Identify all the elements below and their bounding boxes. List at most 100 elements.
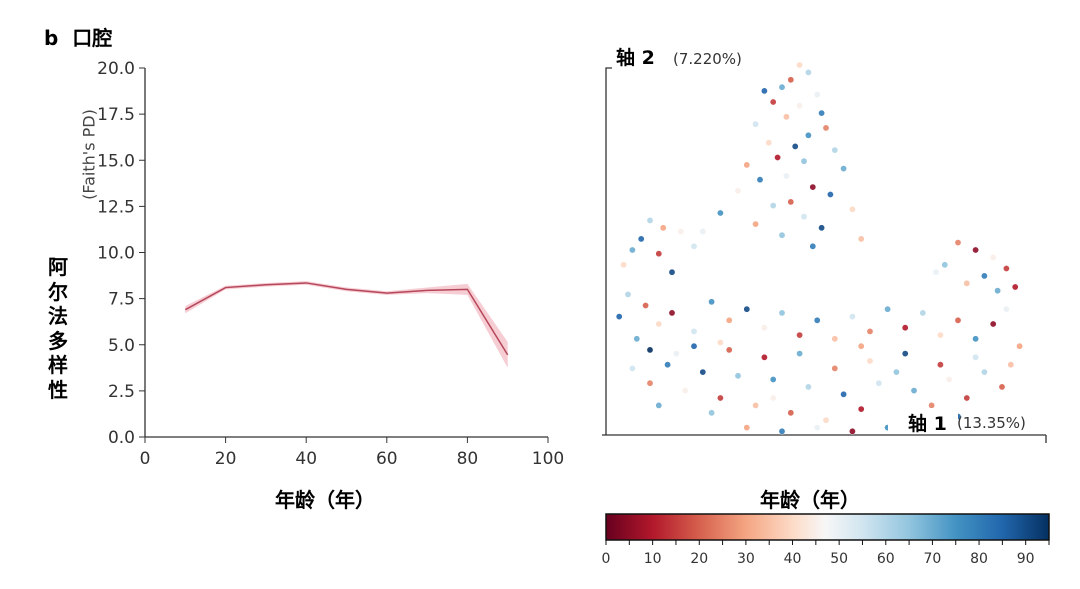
scatter-point bbox=[620, 261, 628, 269]
x-tick-label: 40 bbox=[295, 449, 317, 469]
scatter-point bbox=[989, 253, 997, 261]
colorbar-tick-label: 10 bbox=[644, 551, 662, 567]
scatter-point bbox=[936, 331, 944, 339]
colorbar bbox=[605, 513, 1050, 541]
scatter-point bbox=[787, 409, 795, 417]
colorbar-tick-label: 0 bbox=[602, 551, 611, 567]
scatter-point bbox=[884, 305, 892, 313]
scatter-point bbox=[857, 235, 865, 243]
scatter-point bbox=[901, 350, 909, 358]
scatter-point bbox=[818, 224, 826, 232]
scatter-point bbox=[866, 357, 874, 365]
scatter-point bbox=[857, 342, 865, 350]
scatter-point bbox=[972, 246, 980, 254]
scatter-point bbox=[804, 68, 812, 76]
scatter-point bbox=[1007, 361, 1015, 369]
confidence-band bbox=[185, 281, 508, 368]
scatter-point bbox=[716, 394, 724, 402]
scatter-point bbox=[848, 427, 856, 435]
line-x-label: 年龄（年） bbox=[275, 488, 375, 512]
scatter-point bbox=[936, 361, 944, 369]
scatter-point bbox=[980, 272, 988, 280]
scatter-point bbox=[831, 146, 839, 154]
scatter-point bbox=[901, 324, 909, 332]
scatter-point bbox=[743, 305, 751, 313]
scatter-point bbox=[677, 228, 685, 236]
scatter-point bbox=[928, 401, 936, 409]
scatter-point bbox=[980, 368, 988, 376]
scatter-point bbox=[840, 165, 848, 173]
scatter-point bbox=[708, 409, 716, 417]
scatter-point bbox=[796, 61, 804, 69]
scatter-point bbox=[672, 350, 680, 358]
scatter-point bbox=[782, 113, 790, 121]
scatter-point bbox=[725, 346, 733, 354]
scatter-point bbox=[646, 346, 654, 354]
scatter-point bbox=[752, 401, 760, 409]
scatter-point bbox=[800, 213, 808, 221]
scatter-point bbox=[994, 287, 1002, 295]
x-label-backdrop bbox=[888, 408, 958, 432]
scatter-point bbox=[954, 316, 962, 324]
scatter-point bbox=[778, 427, 786, 435]
scatter-point bbox=[963, 394, 971, 402]
scatter-point bbox=[804, 131, 812, 139]
scatter-point bbox=[668, 268, 676, 276]
scatter-point bbox=[708, 298, 716, 306]
scatter-point bbox=[866, 327, 874, 335]
scatter-point bbox=[659, 224, 667, 232]
scatter-point bbox=[831, 364, 839, 372]
scatter-point bbox=[765, 139, 773, 147]
x-tick-label: 80 bbox=[457, 449, 479, 469]
scatter-point bbox=[998, 383, 1006, 391]
scatter-point bbox=[809, 242, 817, 250]
scatter-point bbox=[963, 279, 971, 287]
y-tick-label: 15.0 bbox=[97, 151, 135, 171]
scatter-point bbox=[1016, 342, 1024, 350]
scatter-point bbox=[919, 309, 927, 317]
scatter-point bbox=[769, 98, 777, 106]
scatter-point bbox=[822, 124, 830, 132]
scatter-point bbox=[972, 335, 980, 343]
scatter-point bbox=[787, 198, 795, 206]
scatter-point bbox=[655, 320, 663, 328]
scatter-point bbox=[804, 383, 812, 391]
x-tick-label: 60 bbox=[376, 449, 398, 469]
scatter-point bbox=[840, 390, 848, 398]
scatter-point bbox=[1002, 305, 1010, 313]
panel-letter: b bbox=[44, 26, 59, 50]
scatter-point bbox=[989, 320, 997, 328]
scatter-point bbox=[809, 183, 817, 191]
scatter-point bbox=[699, 228, 707, 236]
scatter-x-label: 轴 1 bbox=[908, 412, 947, 435]
scatter-point bbox=[769, 202, 777, 210]
scatter-point bbox=[813, 424, 821, 432]
colorbar-tick-label: 50 bbox=[830, 551, 848, 567]
colorbar-tick-label: 20 bbox=[690, 551, 708, 567]
scatter-point bbox=[910, 387, 918, 395]
scatter-point bbox=[787, 76, 795, 84]
scatter-point bbox=[642, 301, 650, 309]
scatter-point bbox=[796, 350, 804, 358]
scatter-point bbox=[756, 176, 764, 184]
scatter-point bbox=[734, 372, 742, 380]
scatter-point bbox=[725, 316, 733, 324]
scatter-point bbox=[932, 268, 940, 276]
x-tick-label: 100 bbox=[532, 449, 564, 469]
y-tick-label: 10.0 bbox=[97, 244, 135, 264]
scatter-point bbox=[848, 205, 856, 213]
scatter-point bbox=[690, 342, 698, 350]
scatter-point bbox=[760, 87, 768, 95]
y-tick-label: 7.5 bbox=[108, 290, 135, 310]
panel-title: b 口腔 bbox=[44, 22, 112, 51]
scatter-point bbox=[637, 235, 645, 243]
scatter-point bbox=[628, 246, 636, 254]
scatter-point bbox=[734, 187, 742, 195]
scatter-y-label: 轴 2 bbox=[616, 46, 655, 69]
scatter-point bbox=[769, 394, 777, 402]
scatter-point bbox=[774, 154, 782, 162]
colorbar-tick-label: 70 bbox=[924, 551, 942, 567]
y-tick-label: 20.0 bbox=[97, 59, 135, 79]
scatter-point bbox=[633, 335, 641, 343]
